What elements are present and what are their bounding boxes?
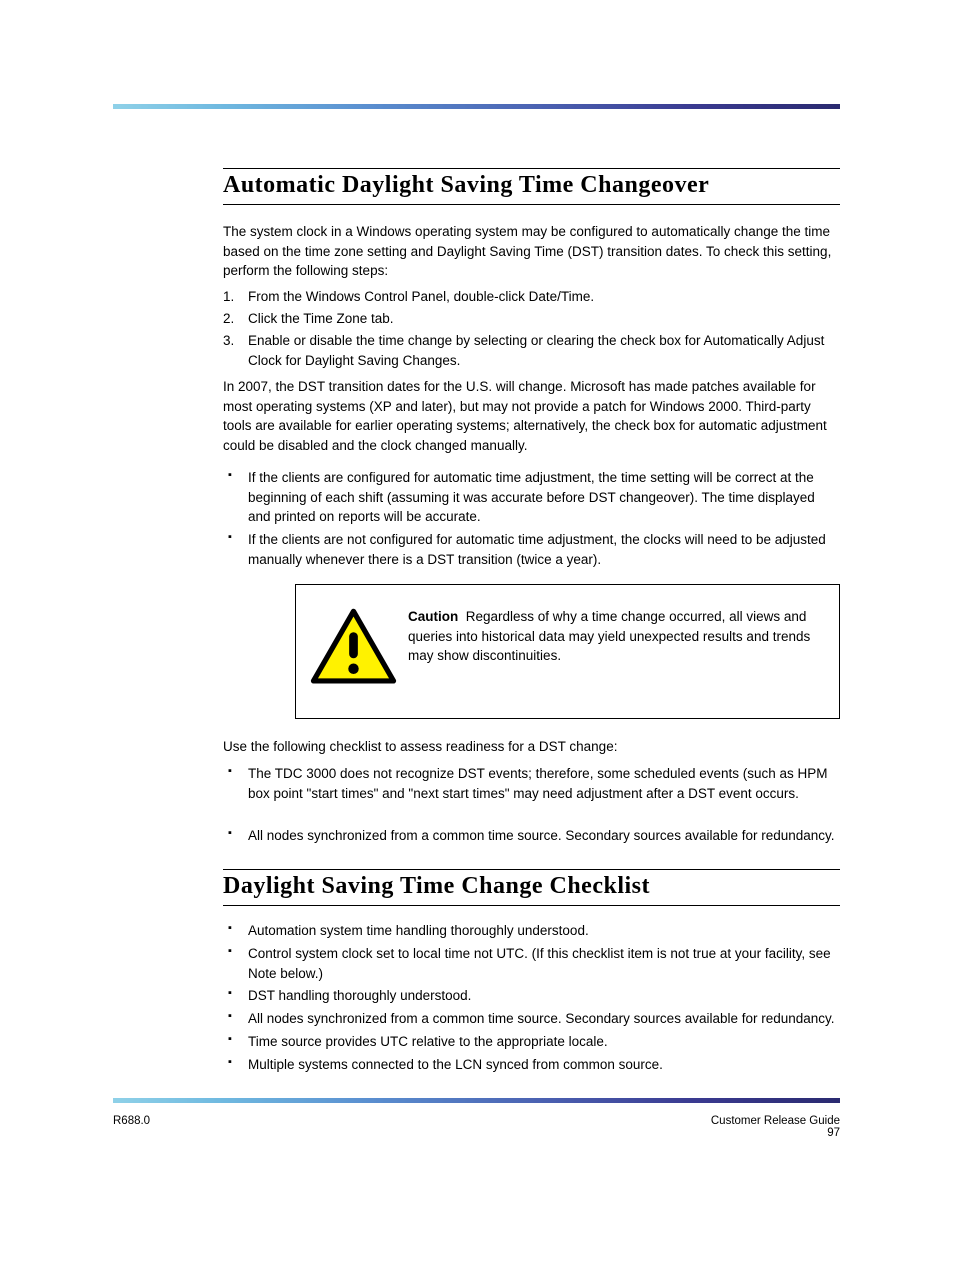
caution-text-block: Caution Regardless of why a time change … <box>408 607 822 666</box>
step-3-num: 3. <box>223 331 234 351</box>
page: Automatic Daylight Saving Time Changeove… <box>0 0 954 1272</box>
bullet-tdc3000: The TDC 3000 does not recognize DST even… <box>248 764 840 803</box>
bullet-manual-adjust: If the clients are not configured for au… <box>248 530 840 569</box>
checklist-item-5: Time source provides UTC relative to the… <box>248 1032 840 1052</box>
checklist-item-4: All nodes synchronized from a common tim… <box>248 1009 840 1029</box>
step-3: 3. Enable or disable the time change by … <box>248 331 840 370</box>
warning-triangle-icon <box>310 607 397 687</box>
section-title-checklist: Daylight Saving Time Change Checklist <box>223 869 840 906</box>
step-2: 2. Click the Time Zone tab. <box>248 309 840 329</box>
footer-right: Customer Release Guide 97 <box>711 1115 840 1139</box>
footer-doc-title: Customer Release Guide <box>711 1115 840 1127</box>
caution-box: Caution Regardless of why a time change … <box>295 584 840 719</box>
para-2007: In 2007, the DST transition dates for th… <box>223 377 840 455</box>
footer-gradient-bar <box>113 1098 840 1103</box>
footer-version: R688.0 <box>113 1115 150 1127</box>
step-1: 1. From the Windows Control Panel, doubl… <box>248 287 840 307</box>
step-3-text: Enable or disable the time change by sel… <box>248 333 824 368</box>
step-2-text: Click the Time Zone tab. <box>248 311 394 326</box>
caution-body: Regardless of why a time change occurred… <box>408 609 810 663</box>
step-1-num: 1. <box>223 287 234 307</box>
section-title-dst-changeover: Automatic Daylight Saving Time Changeove… <box>223 168 840 205</box>
bullet-auto-adjust: If the clients are configured for automa… <box>248 468 840 527</box>
checklist-item-2: Control system clock set to local time n… <box>248 944 840 983</box>
checklist-item-1: Automation system time handling thorough… <box>248 921 840 941</box>
step-1-text: From the Windows Control Panel, double-c… <box>248 289 594 304</box>
caution-label: Caution <box>408 609 458 624</box>
step-2-num: 2. <box>223 309 234 329</box>
checklist-item-3: DST handling thoroughly understood. <box>248 986 840 1006</box>
para-checklist-intro: Use the following checklist to assess re… <box>223 737 840 757</box>
checklist-item-6: Multiple systems connected to the LCN sy… <box>248 1055 840 1075</box>
footer-page-number: 97 <box>827 1127 840 1139</box>
para-intro: The system clock in a Windows operating … <box>223 222 840 281</box>
header-gradient-bar <box>113 104 840 109</box>
bullet-nodes-sync: All nodes synchronized from a common tim… <box>248 826 840 846</box>
